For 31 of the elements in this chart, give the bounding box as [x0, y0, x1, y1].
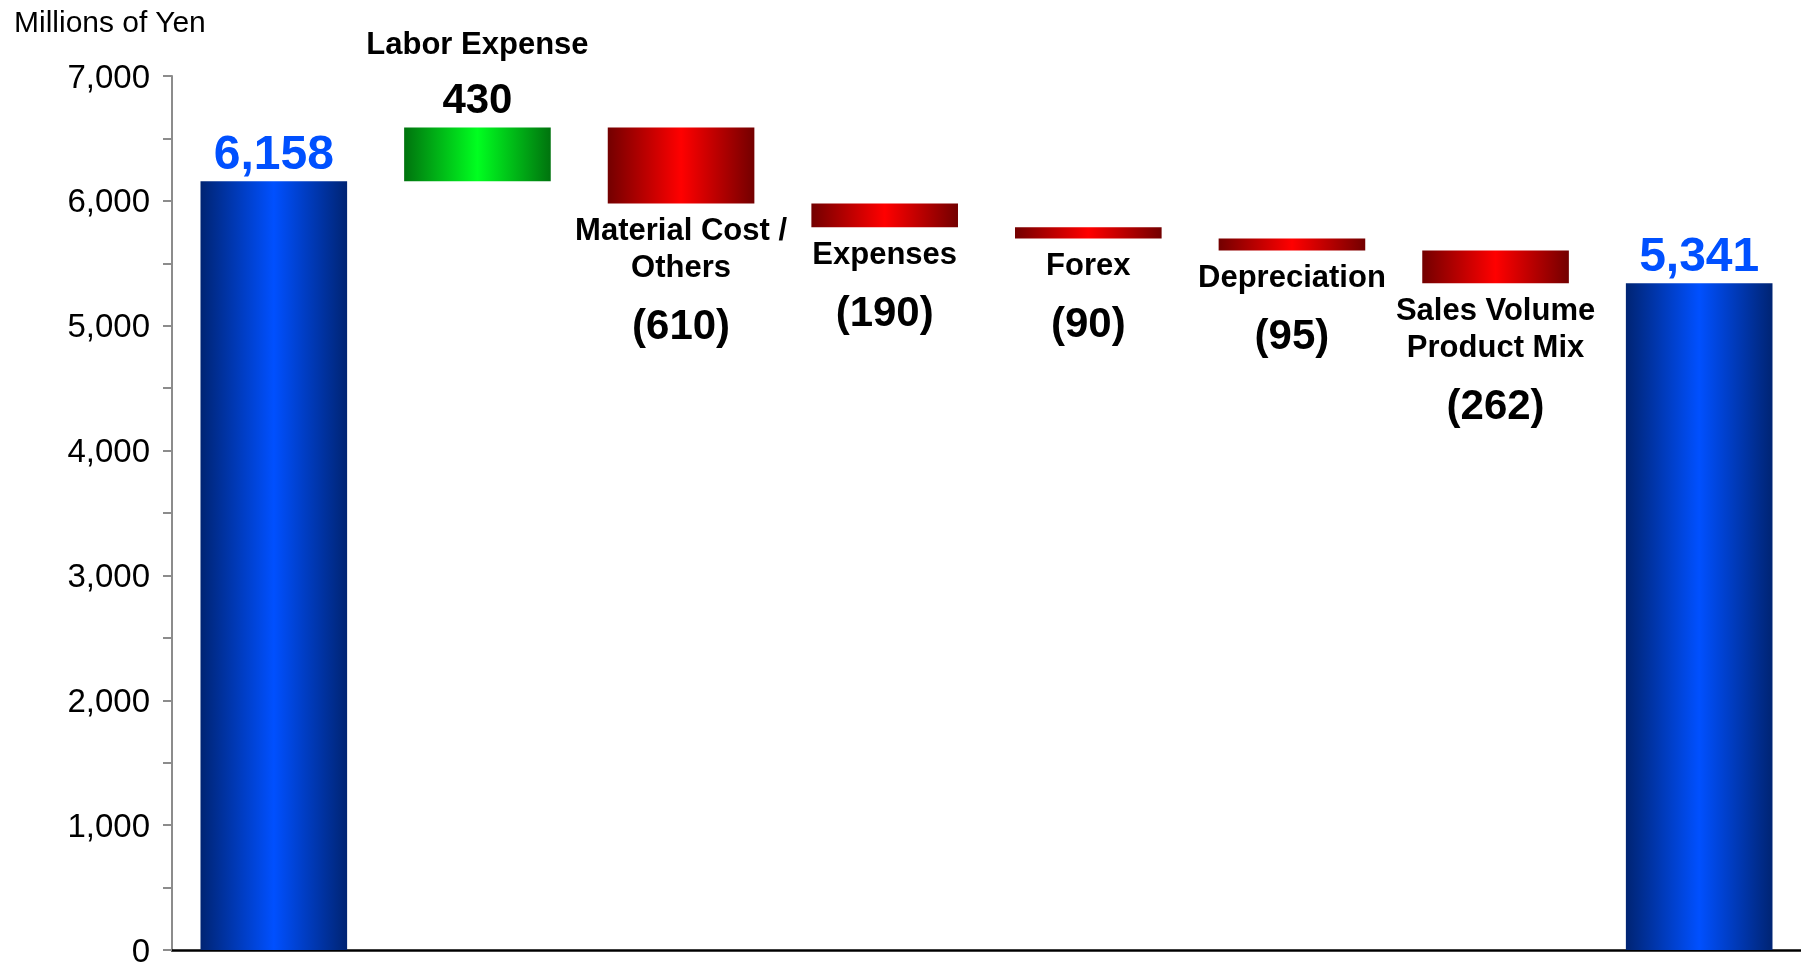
y-tick-label: 5,000 [67, 307, 150, 345]
y-tick-label: 2,000 [67, 681, 150, 719]
bar [811, 203, 958, 228]
bar [1015, 227, 1162, 239]
x-tick-label: Sales Volume Product Mix [1395, 291, 1596, 364]
bar [200, 181, 348, 950]
y-tick-label: 7,000 [67, 57, 150, 95]
data-label: (610) [632, 301, 731, 349]
data-label: 5,341 [1639, 227, 1760, 281]
bar [1422, 250, 1569, 284]
data-label: 6,158 [213, 125, 334, 179]
x-tick-label: Expenses [812, 235, 958, 271]
y-axis-title: Millions of Yen [14, 4, 206, 38]
x-tick-label: Forex [1046, 247, 1132, 283]
y-tick-label: 1,000 [67, 806, 150, 844]
y-tick-label: 6,000 [67, 182, 150, 220]
data-label: (262) [1446, 380, 1545, 428]
bar [1218, 238, 1366, 251]
y-tick-label: 4,000 [67, 432, 150, 470]
data-label: (90) [1050, 299, 1126, 347]
x-tick-label: Material Cost / Others [575, 212, 788, 285]
bar [404, 127, 551, 182]
data-label: (190) [835, 287, 934, 335]
data-label: 430 [442, 74, 513, 122]
y-tick-label: 0 [131, 931, 150, 967]
x-tick-label: Labor Expense [366, 25, 589, 61]
x-tick-label: Depreciation [1198, 258, 1386, 294]
bar [607, 127, 755, 204]
data-label: (95) [1254, 310, 1330, 358]
y-tick-label: 3,000 [67, 556, 150, 594]
bar [1625, 283, 1773, 950]
